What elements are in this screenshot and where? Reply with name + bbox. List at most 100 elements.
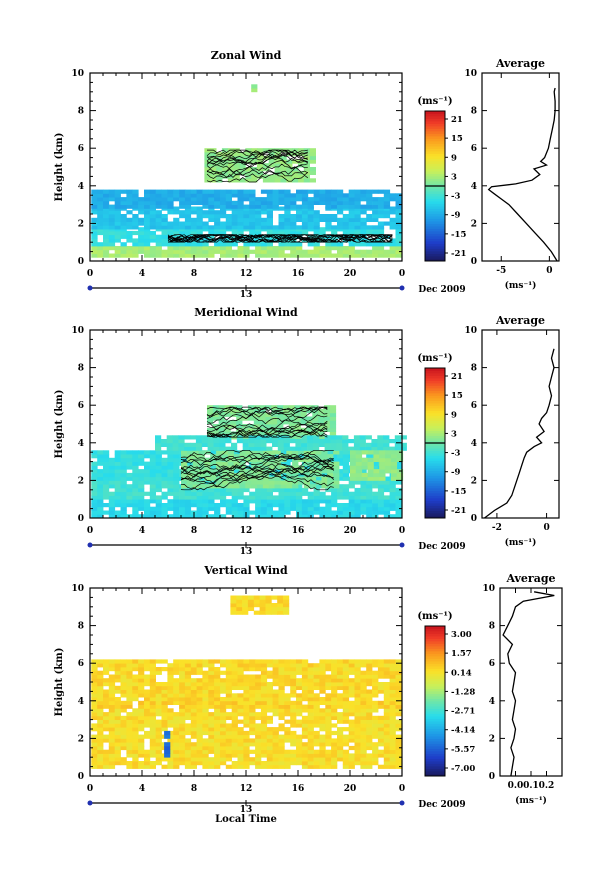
heatmap-cell <box>196 761 203 766</box>
heatmap-cell <box>354 249 361 254</box>
heatmap-cell <box>318 416 325 421</box>
heatmap-cell <box>161 757 168 762</box>
heatmap-cell <box>132 753 139 758</box>
heatmap-cell <box>91 670 98 675</box>
colorbar-segment <box>425 206 445 209</box>
heatmap-cell <box>353 442 361 447</box>
heatmap-cell <box>266 249 273 254</box>
heatmap-cell <box>155 234 162 239</box>
heatmap-cell <box>383 210 391 215</box>
heatmap-cell <box>366 253 373 258</box>
heatmap-cell <box>236 610 243 615</box>
heatmap-cell <box>350 472 357 478</box>
heatmap-cell <box>395 678 402 683</box>
heatmap-cell <box>114 510 121 515</box>
x-tick-label: 12 <box>240 784 253 794</box>
heatmap-cell <box>284 495 291 500</box>
heatmap-cell <box>251 155 258 160</box>
heatmap-cell <box>324 409 331 414</box>
heatmap-cell <box>225 667 232 672</box>
heatmap-cell <box>272 670 279 675</box>
heatmap-cell <box>144 461 151 466</box>
heatmap-cell <box>313 193 320 198</box>
heatmap-cell <box>149 723 156 728</box>
heatmap-cell <box>329 427 337 432</box>
heatmap-cell <box>149 730 156 736</box>
heatmap-cell <box>350 461 357 466</box>
heatmap-cell <box>278 667 285 672</box>
heatmap-cell <box>395 659 402 664</box>
heatmap-cell <box>325 506 332 511</box>
heatmap-cell <box>173 246 180 251</box>
heatmap-cell <box>292 450 299 455</box>
heatmap-cell <box>190 697 197 702</box>
heatmap-cell <box>243 674 250 679</box>
heatmap-cell <box>196 670 203 675</box>
heatmap-cell <box>296 742 303 747</box>
heatmap-cell <box>257 465 264 470</box>
colorbar-segment <box>425 468 445 471</box>
heatmap-cell <box>366 510 373 515</box>
heatmap-cell <box>354 738 361 743</box>
heatmap-cell <box>290 761 297 766</box>
heatmap-cell <box>290 246 297 251</box>
heatmap-cell <box>286 148 293 153</box>
heatmap-cell <box>278 206 285 211</box>
heatmap-cell <box>114 704 121 709</box>
colorbar-segment <box>425 498 445 501</box>
heatmap-cell <box>360 730 367 736</box>
heatmap-cell <box>161 514 168 519</box>
heatmap-cell <box>138 200 145 205</box>
heatmap-cell <box>181 472 188 478</box>
heatmap-cell <box>395 761 402 766</box>
heatmap-cell <box>337 193 344 198</box>
heatmap-cell <box>383 484 391 489</box>
heatmap-cell <box>373 450 380 455</box>
heatmap-cell <box>91 674 98 679</box>
heatmap-cell <box>360 487 367 493</box>
heatmap-cell <box>265 420 272 425</box>
heatmap-cell <box>190 712 197 717</box>
heatmap-cell <box>360 210 367 215</box>
heatmap-cell <box>216 167 223 172</box>
heatmap-cell <box>301 753 309 758</box>
heatmap-cell <box>247 599 255 604</box>
heatmap-cell <box>207 442 214 447</box>
heatmap-cell <box>319 745 326 751</box>
heatmap-cell <box>313 697 320 702</box>
heatmap-cell <box>190 734 197 739</box>
heatmap-cell <box>360 230 367 236</box>
heatmap-cell <box>288 405 296 410</box>
heatmap-cell <box>138 674 145 679</box>
heatmap-cell <box>290 704 297 709</box>
heatmap-cell <box>268 163 275 168</box>
heatmap-cell <box>167 210 174 215</box>
heatmap-cell <box>395 670 402 675</box>
heatmap-cell <box>103 727 110 732</box>
heatmap-cell <box>184 697 192 702</box>
heatmap-cell <box>126 738 133 743</box>
heatmap-cell <box>283 442 290 447</box>
colorbar-segment <box>425 701 445 704</box>
heatmap-cell <box>360 491 367 496</box>
heatmap-cell <box>155 734 162 739</box>
heatmap-cell <box>220 715 227 720</box>
heatmap-cell <box>272 197 279 202</box>
heatmap-cell <box>319 697 326 702</box>
heatmap-cell <box>237 225 244 230</box>
heatmap-cell <box>313 484 320 489</box>
heatmap-cell <box>236 427 243 432</box>
heatmap-cell <box>243 719 250 724</box>
heatmap-cell <box>331 499 338 504</box>
heatmap-cell <box>220 225 227 230</box>
heatmap-cell <box>144 514 151 519</box>
colorbar-segment <box>425 706 445 709</box>
heatmap-cell <box>286 476 293 481</box>
heatmap-cell <box>301 704 309 709</box>
heatmap-cell <box>350 454 357 459</box>
heatmap-cell <box>120 217 127 222</box>
colorbar-unit: (ms⁻¹) <box>417 611 452 622</box>
heatmap-cell <box>198 454 205 459</box>
heatmap-cell <box>245 148 252 153</box>
heatmap-cell <box>249 757 256 762</box>
